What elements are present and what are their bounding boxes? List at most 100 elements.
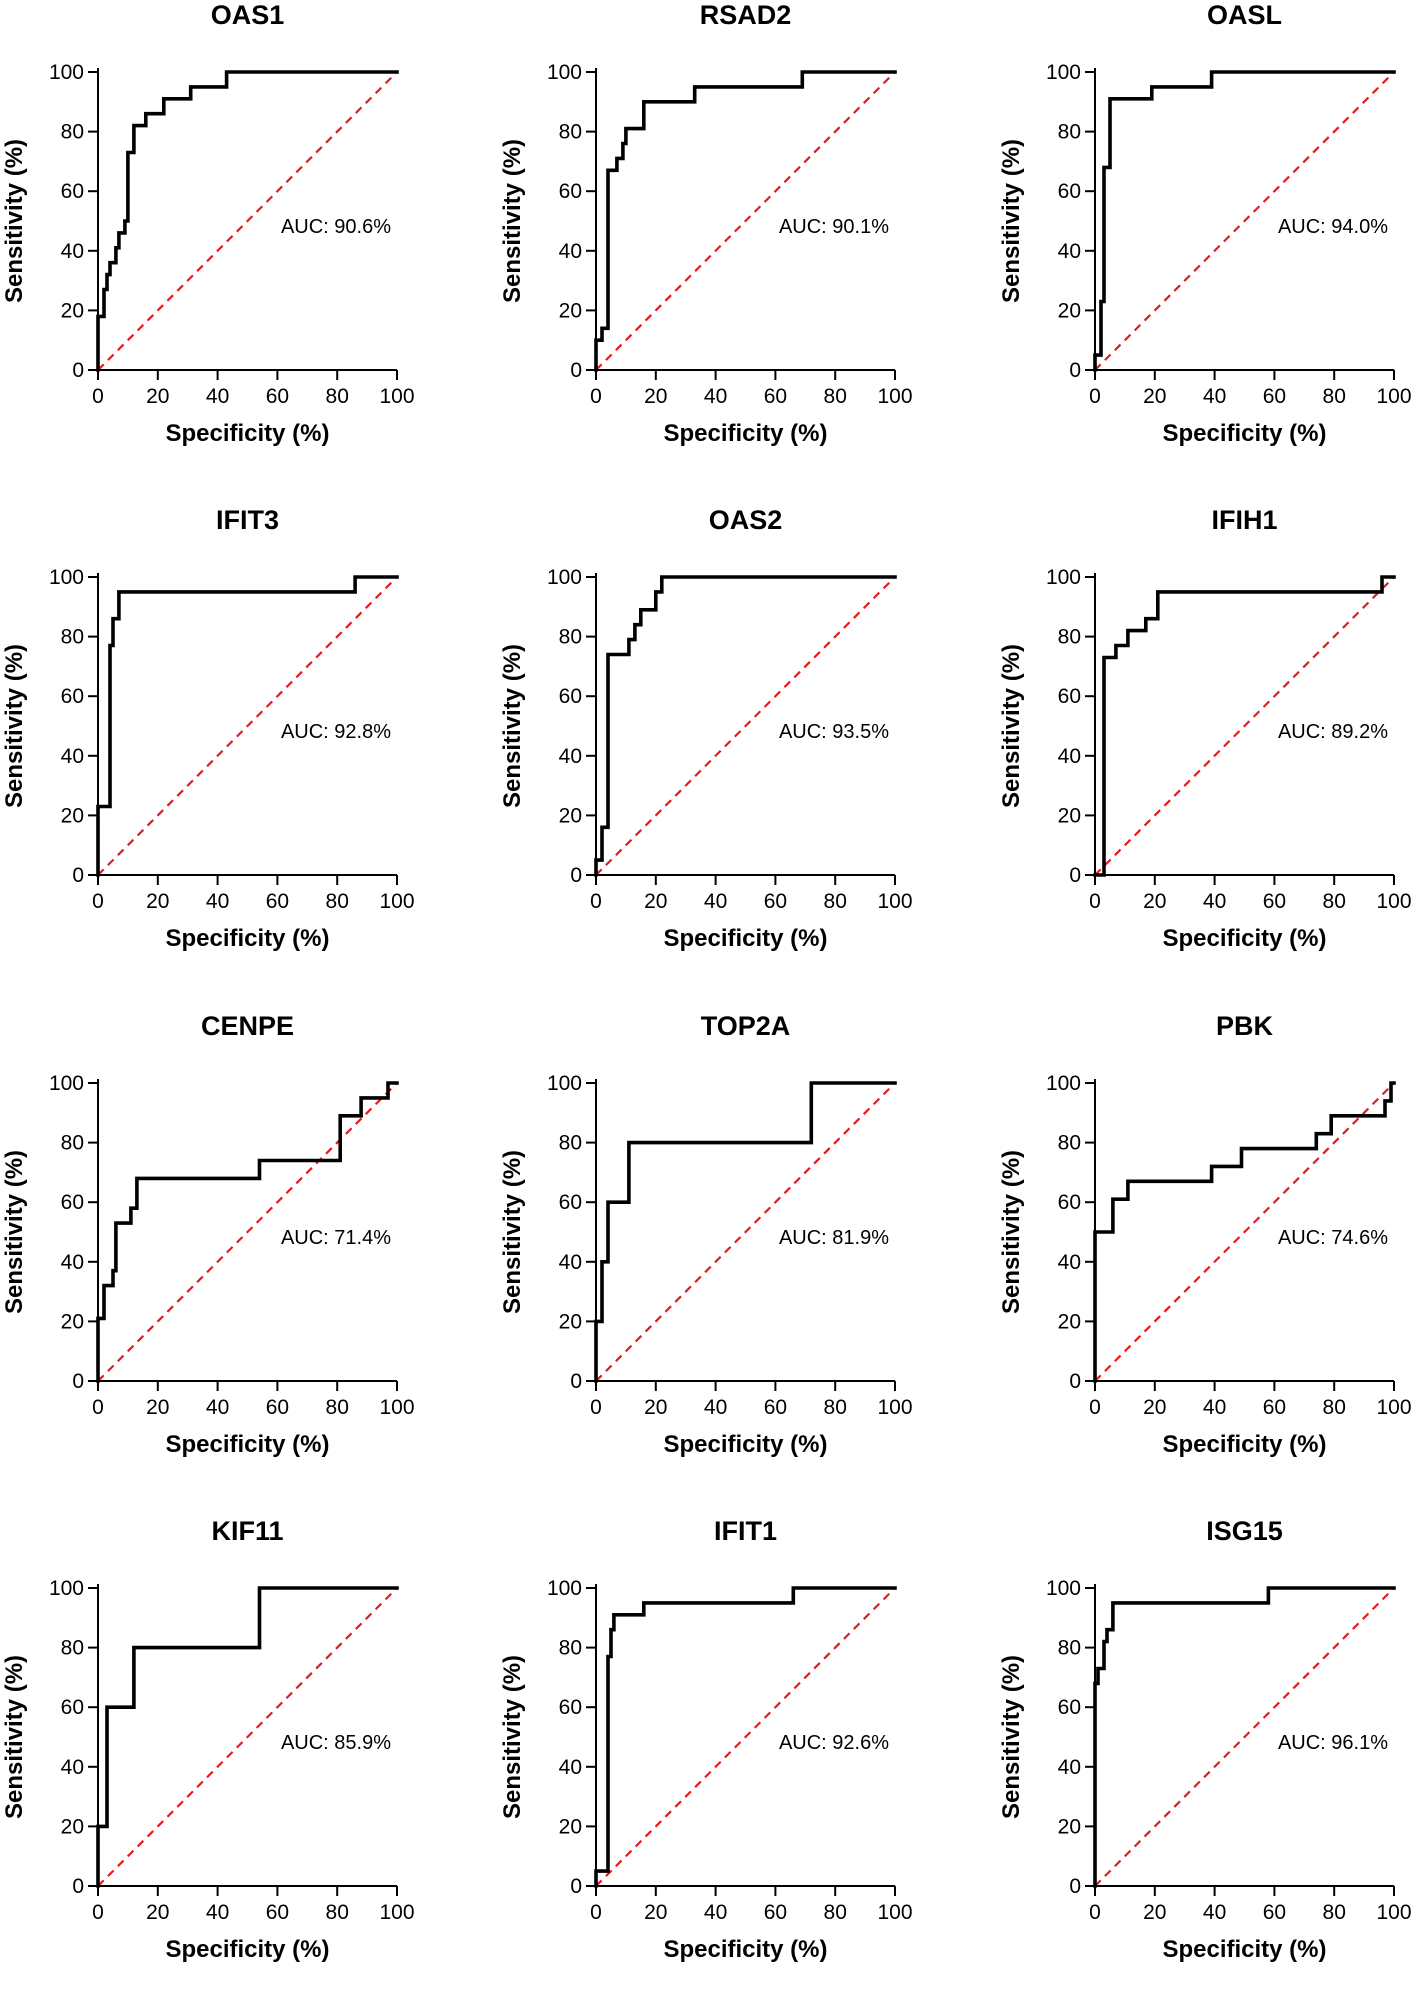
x-tick-label: 0 (1089, 1396, 1101, 1419)
x-axis-label: Specificity (%) (165, 420, 329, 447)
x-axis-label: Specificity (%) (1162, 1431, 1326, 1458)
x-axis-label: Specificity (%) (165, 925, 329, 952)
roc-curve (1093, 70, 1396, 372)
x-tick-label: 40 (1203, 385, 1226, 408)
roc-panel-oas1: OAS1 0 20 40 60 80 100 0 20 40 60 80 100 Specificity … (1, 0, 415, 447)
x-tick-label: 40 (1203, 1901, 1226, 1924)
y-tick-label: 40 (1058, 240, 1081, 263)
x-tick-label: 20 (146, 385, 169, 408)
reference-diagonal-line (595, 576, 896, 876)
y-tick-label: 40 (1058, 1251, 1081, 1274)
x-tick-label: 80 (1323, 890, 1346, 913)
x-tick-label: 20 (146, 890, 169, 913)
x-tick-label: 20 (1143, 1396, 1166, 1419)
x-tick-label: 20 (644, 385, 667, 408)
y-tick-label: 20 (61, 804, 84, 827)
y-axis-label: Sensitivity (%) (998, 1150, 1025, 1314)
x-tick-label: 40 (206, 385, 229, 408)
y-tick-label: 60 (559, 180, 582, 203)
roc-curve (1093, 1081, 1396, 1383)
y-tick-label: 80 (559, 1132, 582, 1155)
y-tick-label: 40 (1058, 1756, 1081, 1779)
y-tick-label: 60 (61, 685, 84, 708)
auc-annotation: AUC: 92.8% (281, 721, 391, 743)
auc-annotation: AUC: 81.9% (779, 1227, 889, 1249)
x-tick-label: 100 (379, 385, 414, 408)
x-tick-label: 0 (590, 1901, 602, 1924)
roc-panel-rsad2: RSAD2 0 20 40 60 80 100 0 20 40 60 80 100 Specificity… (499, 0, 913, 447)
x-tick-label: 100 (1376, 890, 1411, 913)
x-axis-label: Specificity (%) (165, 1936, 329, 1963)
x-tick-label: 0 (590, 1396, 602, 1419)
y-tick-label: 40 (61, 240, 84, 263)
y-tick-label: 20 (1058, 1815, 1081, 1838)
chart-title: KIF11 (211, 1516, 283, 1546)
x-tick-label: 60 (1263, 890, 1286, 913)
chart-title: PBK (1216, 1011, 1274, 1041)
y-axis-label: Sensitivity (%) (499, 1655, 526, 1819)
roc-panel-ifit1: IFIT1 0 20 40 60 80 100 0 20 40 60 80 100 Specificity… (499, 1516, 913, 1963)
auc-annotation: AUC: 85.9% (281, 1732, 391, 1754)
x-tick-label: 100 (1376, 1396, 1411, 1419)
x-tick-label: 40 (704, 385, 727, 408)
reference-diagonal-line (1094, 71, 1395, 371)
y-tick-label: 100 (49, 1072, 84, 1095)
x-tick-label: 20 (644, 1396, 667, 1419)
roc-curve (96, 575, 399, 877)
reference-diagonal-line (1094, 576, 1395, 876)
x-tick-label: 0 (92, 385, 104, 408)
y-axis-label: Sensitivity (%) (998, 1655, 1025, 1819)
x-tick-label: 60 (266, 385, 289, 408)
chart-title: TOP2A (701, 1011, 791, 1041)
roc-panel-isg15: ISG15 0 20 40 60 80 100 0 20 40 60 80 100 Specificity… (998, 1516, 1412, 1963)
roc-panel-oas2: OAS2 0 20 40 60 80 100 0 20 40 60 80 100 Specificity … (499, 505, 913, 952)
x-tick-label: 100 (877, 890, 912, 913)
chart-title: OAS2 (709, 505, 783, 535)
chart-title: CENPE (201, 1011, 294, 1041)
x-tick-label: 60 (1263, 1396, 1286, 1419)
y-tick-label: 20 (61, 1310, 84, 1333)
reference-diagonal-line (97, 1587, 398, 1887)
x-tick-label: 0 (1089, 385, 1101, 408)
y-axis-label: Sensitivity (%) (998, 644, 1025, 808)
x-tick-label: 0 (92, 890, 104, 913)
x-axis-label: Specificity (%) (663, 1431, 827, 1458)
y-axis-label: Sensitivity (%) (1, 139, 28, 303)
y-tick-label: 100 (547, 1072, 582, 1095)
x-tick-label: 80 (1323, 385, 1346, 408)
x-tick-label: 60 (1263, 1901, 1286, 1924)
y-tick-label: 0 (1069, 359, 1081, 382)
x-axis-label: Specificity (%) (663, 1936, 827, 1963)
x-tick-label: 40 (206, 890, 229, 913)
x-tick-label: 100 (1376, 385, 1411, 408)
y-tick-label: 20 (559, 804, 582, 827)
x-tick-label: 0 (92, 1396, 104, 1419)
roc-curve (594, 1081, 897, 1383)
reference-diagonal-line (595, 1587, 896, 1887)
x-tick-label: 80 (824, 1901, 847, 1924)
y-tick-label: 0 (570, 864, 582, 887)
y-tick-label: 80 (61, 1637, 84, 1660)
reference-diagonal-line (97, 576, 398, 876)
x-tick-label: 0 (92, 1901, 104, 1924)
y-tick-label: 80 (61, 626, 84, 649)
reference-diagonal-line (595, 71, 896, 371)
y-tick-label: 0 (72, 1875, 84, 1898)
roc-curve (594, 1586, 897, 1888)
x-tick-label: 60 (764, 1396, 787, 1419)
reference-diagonal-line (1094, 1082, 1395, 1382)
roc-curve (96, 70, 399, 372)
y-axis-label: Sensitivity (%) (499, 644, 526, 808)
x-tick-label: 40 (1203, 1396, 1226, 1419)
roc-curve (1093, 575, 1396, 877)
y-tick-label: 40 (559, 1251, 582, 1274)
x-tick-label: 60 (266, 1901, 289, 1924)
reference-diagonal-line (97, 1082, 398, 1382)
x-tick-label: 0 (590, 385, 602, 408)
y-tick-label: 100 (1046, 1072, 1081, 1095)
y-tick-label: 100 (547, 1577, 582, 1600)
y-tick-label: 60 (1058, 685, 1081, 708)
y-tick-label: 60 (559, 1191, 582, 1214)
y-tick-label: 80 (1058, 626, 1081, 649)
